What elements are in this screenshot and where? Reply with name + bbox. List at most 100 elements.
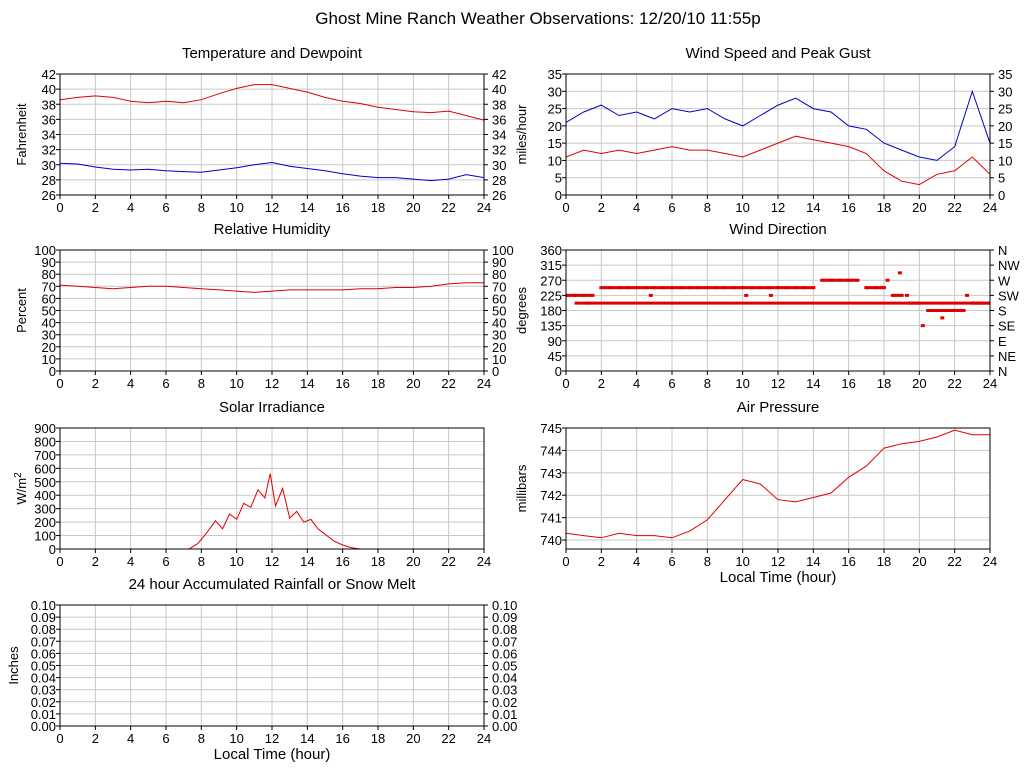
y-tick-label: 741	[540, 511, 562, 526]
x-tick-label: 14	[806, 376, 820, 391]
y-tick-label: 0.02	[31, 695, 56, 710]
x-tick-label: 14	[300, 731, 314, 746]
plot-area-temp	[60, 84, 484, 182]
y-tick-label: 0.10	[31, 598, 56, 613]
x-tick-label: 10	[229, 376, 243, 391]
y-tick-label: 800	[34, 434, 56, 449]
x-tick-label: 8	[198, 554, 205, 569]
chart-title: Relative Humidity	[214, 221, 331, 238]
y-tick-label-right: 30	[998, 84, 1012, 99]
x-tick-label: 18	[371, 200, 385, 215]
y-tick-label: 742	[540, 488, 562, 503]
y-tick-label: 40	[42, 316, 56, 331]
y-tick-label-right: 70	[492, 279, 506, 294]
series-line-0	[60, 473, 484, 550]
y-tick-label: 744	[540, 443, 562, 458]
y-tick-label-right: 50	[492, 304, 506, 319]
x-tick-label: 6	[162, 200, 169, 215]
y-tick-label-right: N	[998, 364, 1007, 379]
y-tick-label: 360	[540, 243, 562, 258]
y-tick-label-right: 40	[492, 316, 506, 331]
x-tick-label: 22	[947, 554, 961, 569]
x-tick-label: 12	[265, 731, 279, 746]
y-tick-label-right: 5	[998, 171, 1005, 186]
x-tick-label: 18	[877, 200, 891, 215]
data-point	[744, 293, 749, 297]
y-tick-label: 315	[540, 258, 562, 273]
y-tick-label-right: 25	[998, 102, 1012, 117]
y-tick-label-right: 0.07	[492, 634, 517, 649]
x-tick-label: 4	[127, 731, 134, 746]
y-tick-label-right: 28	[492, 173, 506, 188]
y-tick-label: 0.00	[31, 719, 56, 734]
y-tick-label-right: 0.06	[492, 646, 517, 661]
y-tick-label-right: 30	[492, 328, 506, 343]
y-tick-label: 40	[42, 82, 56, 97]
x-tick-label: 0	[56, 200, 63, 215]
y-tick-label: 900	[34, 421, 56, 436]
y-tick-label-right: 34	[492, 128, 506, 143]
x-tick-label: 2	[92, 200, 99, 215]
x-tick-label: 6	[668, 554, 675, 569]
y-tick-label-right: 0.03	[492, 683, 517, 698]
data-point	[897, 271, 902, 275]
chart-title: 24 hour Accumulated Rainfall or Snow Mel…	[129, 576, 417, 593]
x-tick-label: 20	[406, 376, 420, 391]
plot-area-wind	[566, 89, 990, 186]
y-tick-label: 225	[540, 288, 562, 303]
x-tick-label: 22	[441, 376, 455, 391]
y-tick-label-right: 26	[492, 188, 506, 203]
x-tick-label: 14	[300, 554, 314, 569]
x-tick-label: 10	[229, 731, 243, 746]
x-tick-label: 14	[300, 376, 314, 391]
y-tick-label: 740	[540, 533, 562, 548]
x-tick-label: 10	[735, 200, 749, 215]
x-tick-label: 12	[265, 554, 279, 569]
x-tick-label: 20	[406, 554, 420, 569]
y-tick-label: 35	[548, 67, 562, 82]
y-tick-label: 180	[540, 304, 562, 319]
y-tick-label-right: 80	[492, 267, 506, 282]
x-tick-label: 4	[633, 376, 640, 391]
y-tick-label: 0.09	[31, 610, 56, 625]
y-tick-label: 50	[42, 304, 56, 319]
x-tick-label: 12	[771, 376, 785, 391]
x-tick-label: 22	[441, 200, 455, 215]
x-tick-label: 22	[947, 376, 961, 391]
x-tick-label: 8	[198, 731, 205, 746]
x-tick-label: 6	[162, 554, 169, 569]
y-axis-label: Percent	[14, 288, 29, 333]
y-tick-label: 0.08	[31, 622, 56, 637]
x-tick-label: 10	[229, 554, 243, 569]
x-tick-label: 0	[56, 731, 63, 746]
y-tick-label-right: 0.10	[492, 598, 517, 613]
y-tick-label-right: 0.01	[492, 707, 517, 722]
y-tick-label: 30	[548, 84, 562, 99]
x-tick-label: 2	[598, 554, 605, 569]
y-tick-label: 0.04	[31, 671, 56, 686]
x-tick-label: 8	[704, 200, 711, 215]
y-tick-label-right: E	[998, 334, 1007, 349]
y-tick-label: 32	[42, 143, 56, 158]
y-tick-label: 25	[548, 102, 562, 117]
y-tick-label-right: 90	[492, 255, 506, 270]
x-tick-label: 18	[877, 376, 891, 391]
y-tick-label: 0	[49, 542, 56, 557]
chart-title: Temperature and Dewpoint	[182, 45, 363, 62]
x-tick-label: 18	[371, 731, 385, 746]
y-tick-label: 30	[42, 328, 56, 343]
x-tick-label: 24	[983, 376, 997, 391]
x-tick-label: 0	[56, 376, 63, 391]
x-tick-label: 14	[806, 200, 820, 215]
x-tick-label: 16	[841, 554, 855, 569]
y-tick-label: 10	[42, 352, 56, 367]
x-axis-label: Local Time (hour)	[720, 569, 837, 586]
y-tick-label: 10	[548, 153, 562, 168]
x-tick-label: 6	[668, 200, 675, 215]
y-tick-label-right: 36	[492, 112, 506, 127]
y-tick-label-right: 38	[492, 97, 506, 112]
plot-area-wdir	[566, 271, 990, 328]
